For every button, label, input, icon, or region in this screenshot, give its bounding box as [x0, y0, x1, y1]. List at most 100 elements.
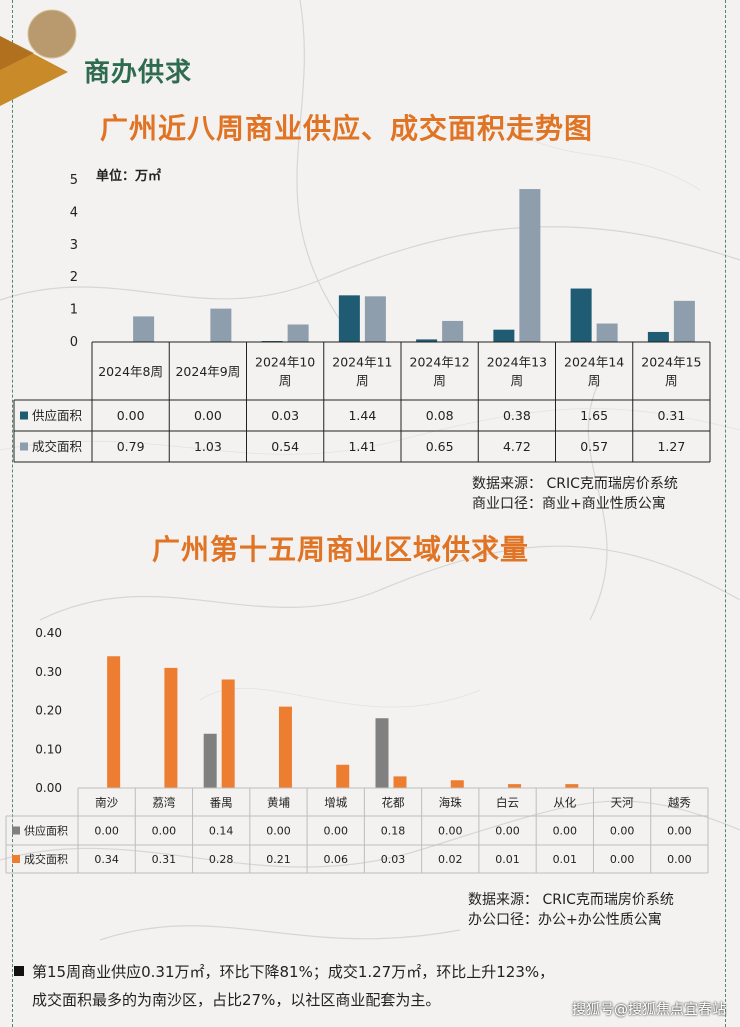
data-label: 0.21 [266, 853, 291, 866]
x-tick-label: 黄埔 [267, 795, 290, 809]
y-tick-label: 0.10 [35, 742, 62, 756]
y-tick-label: 5 [70, 173, 78, 188]
x-tick-label: 2024年14 [564, 355, 624, 370]
chart2-source-line: 办公口径：办公+办公性质公寓 [468, 912, 662, 928]
x-tick-label: 海珠 [439, 795, 462, 809]
footnote-line1: 第15周商业供应0.31万㎡，环比下降81%；成交1.27万㎡，环比上升123%… [32, 963, 555, 981]
chart1-source-line: 数据来源： CRIC克而瑞房价系统 [472, 476, 678, 492]
data-label: 0.01 [553, 853, 578, 866]
data-label: 4.72 [503, 439, 531, 454]
data-label: 0.00 [667, 853, 692, 866]
footnote-line2: 成交面积最多的为南沙区，占比27%，以社区商业配套为主。 [32, 991, 441, 1009]
x-tick-label: 周 [433, 373, 446, 388]
chart1-source-line: 商业口径：商业+商业性质公寓 [472, 496, 666, 512]
corner-decoration [0, 9, 77, 106]
x-tick-label: 白云 [496, 795, 519, 809]
x-tick-label: 南沙 [95, 795, 118, 809]
bar-deal [565, 784, 579, 788]
bar-supply [570, 288, 592, 342]
bar-deal [221, 679, 235, 788]
data-label: 0.57 [580, 439, 608, 454]
chart1-source: 数据来源： CRIC克而瑞房价系统 商业口径：商业+商业性质公寓 [472, 474, 678, 514]
x-tick-label: 2024年15 [641, 355, 701, 370]
right-border [725, 0, 726, 1027]
data-label: 0.00 [117, 408, 145, 423]
data-label: 0.00 [194, 408, 222, 423]
x-tick-label: 天河 [611, 795, 634, 809]
bar-deal [287, 324, 309, 342]
bar-deal [133, 316, 155, 342]
data-label: 0.28 [209, 853, 234, 866]
bar-supply [338, 295, 360, 342]
x-tick-label: 2024年12 [410, 355, 470, 370]
data-label: 0.31 [657, 408, 685, 423]
bar-deal [442, 320, 464, 342]
chart1-title: 广州近八周商业供应、成交面积走势图 [100, 112, 594, 145]
bar-deal [508, 784, 522, 788]
left-border [12, 0, 13, 1027]
chart1-unit-label: 单位：万㎡ [96, 168, 161, 184]
bar-deal [519, 189, 541, 342]
watermark: 搜狐号@搜狐焦点宜春站 [572, 1002, 726, 1018]
data-label: 1.27 [657, 439, 685, 454]
x-tick-label: 周 [588, 373, 601, 388]
data-label: 0.03 [271, 408, 299, 423]
data-label: 0.00 [610, 853, 635, 866]
data-label: 0.02 [438, 853, 463, 866]
data-label: 0.00 [438, 824, 463, 837]
x-tick-label: 2024年8周 [98, 364, 163, 379]
data-label: 1.65 [580, 408, 608, 423]
data-label: 0.08 [426, 408, 454, 423]
data-label: 0.00 [553, 824, 578, 837]
data-label: 0.03 [381, 853, 406, 866]
data-label: 0.00 [323, 824, 348, 837]
x-tick-label: 2024年13 [487, 355, 547, 370]
y-tick-label: 0.30 [35, 665, 62, 679]
x-tick-label: 2024年10 [255, 355, 315, 370]
x-tick-label: 周 [356, 373, 369, 388]
bar-deal [393, 776, 407, 788]
y-tick-label: 0.00 [35, 781, 62, 795]
x-tick-label: 从化 [553, 795, 576, 809]
legend-label: 供应面积 [32, 408, 82, 423]
x-tick-label: 番禺 [210, 795, 233, 809]
bar-deal [164, 667, 178, 788]
y-tick-label: 1 [70, 303, 78, 318]
data-label: 1.03 [194, 439, 222, 454]
legend-label: 成交面积 [24, 852, 68, 866]
x-tick-label: 2024年11 [332, 355, 392, 370]
data-label: 1.44 [348, 408, 376, 423]
chart2-source: 数据来源： CRIC克而瑞房价系统 办公口径：办公+办公性质公寓 [468, 890, 674, 930]
bar-deal [336, 764, 350, 788]
legend-swatch [20, 442, 28, 451]
data-label: 1.41 [348, 439, 376, 454]
section-title: 商办供求 [84, 58, 193, 88]
legend-swatch [12, 826, 20, 835]
x-tick-label: 周 [665, 373, 678, 388]
footnote: 第15周商业供应0.31万㎡，环比下降81%；成交1.27万㎡，环比上升123%… [14, 958, 714, 1014]
data-label: 0.00 [610, 824, 635, 837]
bar-supply [493, 329, 515, 342]
x-tick-label: 越秀 [668, 795, 691, 809]
x-tick-label: 2024年9周 [175, 364, 240, 379]
data-label: 0.00 [266, 824, 291, 837]
x-tick-label: 增城 [324, 795, 347, 809]
data-label: 0.34 [94, 853, 119, 866]
data-label: 0.31 [152, 853, 177, 866]
y-tick-label: 2 [70, 270, 78, 285]
legend-swatch [20, 411, 28, 420]
y-tick-label: 4 [70, 205, 78, 220]
chart1: 单位：万㎡ 0 1 2 3 4 5 2024年8周 2024年9周 2024年10 周 2024年… [13, 168, 711, 463]
bar-deal [278, 706, 292, 788]
data-label: 0.06 [323, 853, 348, 866]
y-tick-label: 0 [70, 335, 78, 350]
chart2-source-line: 数据来源： CRIC克而瑞房价系统 [468, 892, 674, 908]
legend-label: 成交面积 [32, 439, 82, 454]
data-label: 0.01 [495, 853, 520, 866]
data-label: 0.00 [94, 824, 119, 837]
chart2: 0.00 0.10 0.20 0.30 0.40 南沙 荔湾 番禺 黄埔 增城 花都 海珠 白云 从化 天… [5, 626, 709, 874]
data-label: 0.00 [667, 824, 692, 837]
y-tick-label: 3 [70, 238, 78, 253]
chart2-title: 广州第十五周商业区域供求量 [152, 533, 530, 566]
